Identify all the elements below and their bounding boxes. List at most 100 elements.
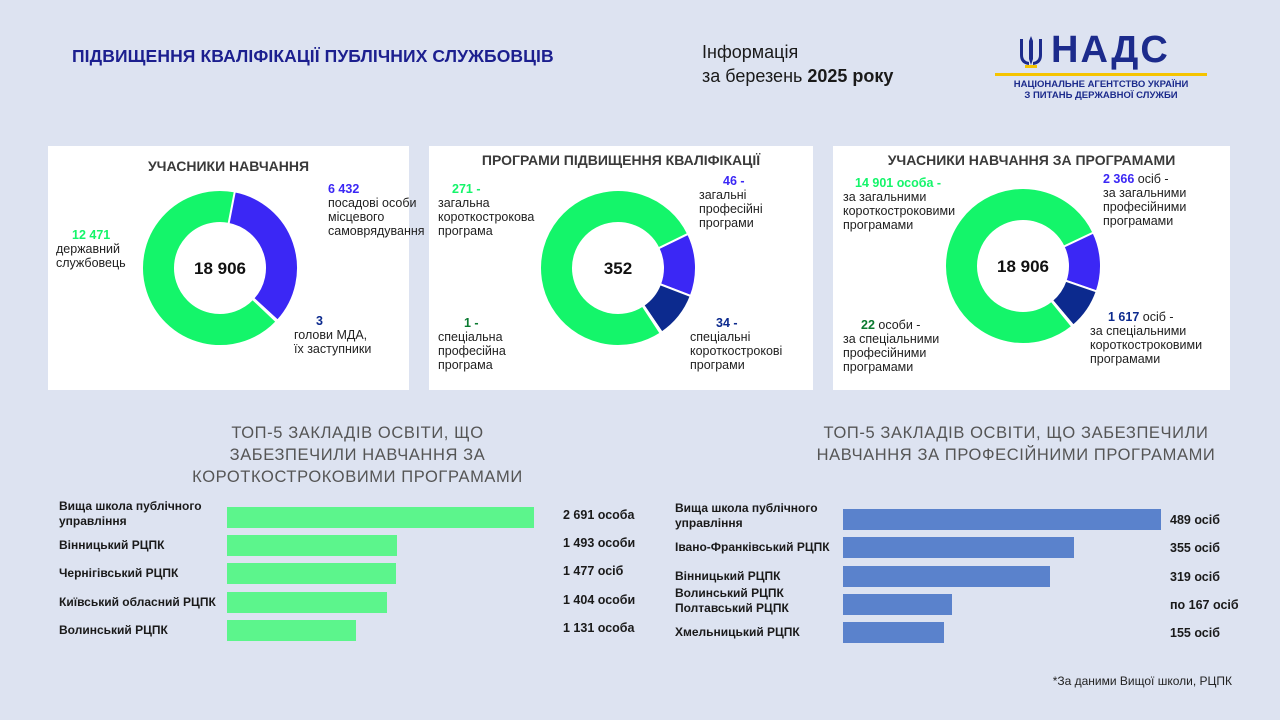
- programs-label-special-prof: 1 - спеціальна професійна програма: [438, 316, 506, 372]
- bar-category-label: Вища школа публічного управління: [59, 499, 202, 529]
- bar-value-label: 1 477 осіб: [563, 564, 624, 579]
- donut-slice: [539, 189, 690, 347]
- desc: короткостроковими: [1090, 338, 1203, 352]
- bar-value-label: 155 осіб: [1170, 626, 1220, 641]
- desc: короткостроковими: [843, 204, 956, 218]
- bar-category-label: Вища школа публічного управління: [675, 501, 818, 531]
- participants-by-program-card: УЧАСНИКИ НАВЧАННЯ ЗА ПРОГРАМАМИ 18 906 2…: [833, 146, 1230, 390]
- bar-category-label: Вінницький РЦПК: [675, 569, 780, 584]
- bar-value-label: 355 осіб: [1170, 541, 1220, 556]
- donut-center-total: 18 906: [194, 259, 246, 278]
- desc: службовець: [56, 256, 126, 270]
- report-period: Інформація за березень 2025 року: [702, 40, 893, 88]
- desc: короткострокові: [690, 344, 783, 358]
- participants-label-rda-heads: 3 голови МДА, їх заступники: [294, 314, 371, 356]
- desc: їх заступники: [294, 342, 372, 356]
- programs-card: ПРОГРАМИ ПІДВИЩЕННЯ КВАЛІФІКАЦІЇ 352 46 …: [429, 146, 813, 390]
- title-line: ЗАБЕЗПЕЧИЛИ НАВЧАННЯ ЗА: [229, 446, 486, 464]
- info-prefix: за березень: [702, 66, 808, 86]
- donut-slice: [944, 187, 1095, 345]
- desc: голови МДА,: [294, 328, 368, 342]
- pbp-label-special-prof: 22 особи - за спеціальними професійними …: [843, 318, 939, 374]
- participants-card: УЧАСНИКИ НАВЧАННЯ 18 906 6 432 посадові …: [48, 146, 425, 390]
- desc: загальні: [699, 188, 747, 202]
- desc: за спеціальними: [843, 332, 940, 346]
- nads-logo: НАДС НАЦІОНАЛЬНЕ АГЕНТСТВО УКРАЇНИ З ПИТ…: [995, 29, 1210, 103]
- programs-donut: 352: [539, 189, 697, 347]
- value-label: 2 366: [1103, 172, 1135, 186]
- pbp-label-general-short: 14 901 особа - за загальними короткостро…: [843, 176, 955, 232]
- desc: за загальними: [1103, 186, 1187, 200]
- unit: особи -: [878, 318, 921, 332]
- bar-category-line: Івано-Франківський РЦПК: [675, 540, 830, 555]
- value-label: 46: [723, 174, 737, 188]
- bar-value-label: 489 осіб: [1170, 513, 1220, 527]
- desc: державний: [56, 242, 121, 256]
- desc: програми: [690, 358, 745, 372]
- value-label: 12 471: [72, 228, 111, 242]
- bar: [843, 622, 944, 644]
- info-year: 2025 року: [807, 66, 894, 86]
- participants-label-local-officials: 6 432 посадові особи місцевого самовряду…: [328, 182, 425, 238]
- desc: програма: [438, 224, 493, 238]
- desc: за загальними: [843, 190, 927, 204]
- programs-label-general-prof: 46 - загальні професійні програми: [699, 174, 763, 230]
- programs-label-special-short: 34 - спеціальні короткострокові програми: [690, 316, 783, 372]
- bar-value-label: 319 осіб: [1170, 569, 1220, 584]
- bar-category-line: Хмельницький РЦПК: [675, 625, 800, 640]
- desc: спеціальна: [438, 330, 503, 344]
- desc: за спеціальними: [1090, 324, 1187, 338]
- pbp-label-special-short: 1 617 осіб - за спеціальними короткостро…: [1090, 310, 1202, 366]
- desc: програмами: [1103, 214, 1174, 228]
- page-title: ПІДВИЩЕННЯ КВАЛІФІКАЦІЇ ПУБЛІЧНИХ СЛУЖБО…: [72, 46, 554, 66]
- bar: [227, 619, 357, 641]
- bar-category-label: Волинський РЦПК Полтавський РЦПК: [675, 586, 789, 616]
- programs-card-title: ПРОГРАМИ ПІДВИЩЕННЯ КВАЛІФІКАЦІЇ: [481, 152, 761, 168]
- bar-value-label: 1 493 особи: [563, 536, 636, 551]
- bar-category-label: Хмельницький РЦПК: [675, 625, 800, 640]
- bar-category-line: Вінницький РЦПК: [59, 538, 165, 553]
- desc: програмами: [843, 360, 914, 374]
- desc: професійна: [438, 344, 506, 358]
- desc: програмами: [843, 218, 914, 232]
- participants-by-program-title: УЧАСНИКИ НАВЧАННЯ ЗА ПРОГРАМАМИ: [887, 152, 1176, 168]
- desc: місцевого: [328, 210, 385, 224]
- desc: спеціальні: [690, 330, 751, 344]
- logo-divider: [995, 73, 1207, 76]
- logo-wordmark: НАДС: [1051, 29, 1170, 71]
- value-label: 22: [861, 318, 875, 332]
- bar: [843, 565, 1051, 587]
- title-line: ТОП-5 ЗАКЛАДІВ ОСВІТИ, ЩО: [231, 424, 484, 442]
- bar-category-line: Волинський РЦПК: [675, 585, 784, 600]
- donut-slice: [141, 189, 278, 347]
- bar-category-label: Волинський РЦПК: [59, 623, 168, 638]
- desc: програмами: [1090, 352, 1161, 366]
- value-label: 14 901 особа -: [855, 176, 942, 190]
- top5-short-title: ТОП-5 ЗАКЛАДІВ ОСВІТИ, ЩО ЗАБЕЗПЕЧИЛИ НА…: [170, 422, 545, 488]
- bar-category-label: Івано-Франківський РЦПК: [675, 540, 830, 555]
- bar: [843, 593, 952, 615]
- footnote: *За даними Вищої школи, РЦПК: [1052, 674, 1232, 688]
- bar-value-label: 1 131 особа: [563, 620, 635, 635]
- bar-category-line: управління: [675, 516, 743, 530]
- bar-category-label: Чернігівський РЦПК: [59, 566, 178, 581]
- bar-value-label: 2 691 особа: [563, 508, 635, 522]
- title-line: НАВЧАННЯ ЗА ПРОФЕСІЙНИМИ ПРОГРАМАМИ: [816, 446, 1216, 464]
- participants-label-civil-servants: 12 471 державний службовець: [56, 228, 126, 270]
- unit: осіб -: [1137, 172, 1169, 186]
- bar-category-label: Вінницький РЦПК: [59, 538, 164, 553]
- bar: [843, 509, 1161, 530]
- value-label: 1: [464, 316, 471, 330]
- bar: [227, 507, 534, 528]
- desc: професійні: [699, 202, 763, 216]
- desc: професійними: [1103, 200, 1187, 214]
- info-line-1: Інформація: [702, 42, 799, 62]
- bar-category-line: управління: [59, 514, 127, 528]
- desc: самоврядування: [328, 224, 425, 238]
- title-line: ТОП-5 ЗАКЛАДІВ ОСВІТИ, ЩО ЗАБЕЗПЕЧИЛИ: [823, 424, 1209, 442]
- logo-subtitle-line-2: З ПИТАНЬ ДЕРЖАВНОЇ СЛУЖБИ: [1024, 90, 1178, 101]
- bar-value-label: по 167 осіб: [1170, 597, 1239, 612]
- donut-center-total: 18 906: [997, 257, 1049, 276]
- bar-category-line: Вінницький РЦПК: [675, 568, 781, 583]
- title-line: КОРОТКОСТРОКОВИМИ ПРОГРАМАМИ: [192, 468, 523, 486]
